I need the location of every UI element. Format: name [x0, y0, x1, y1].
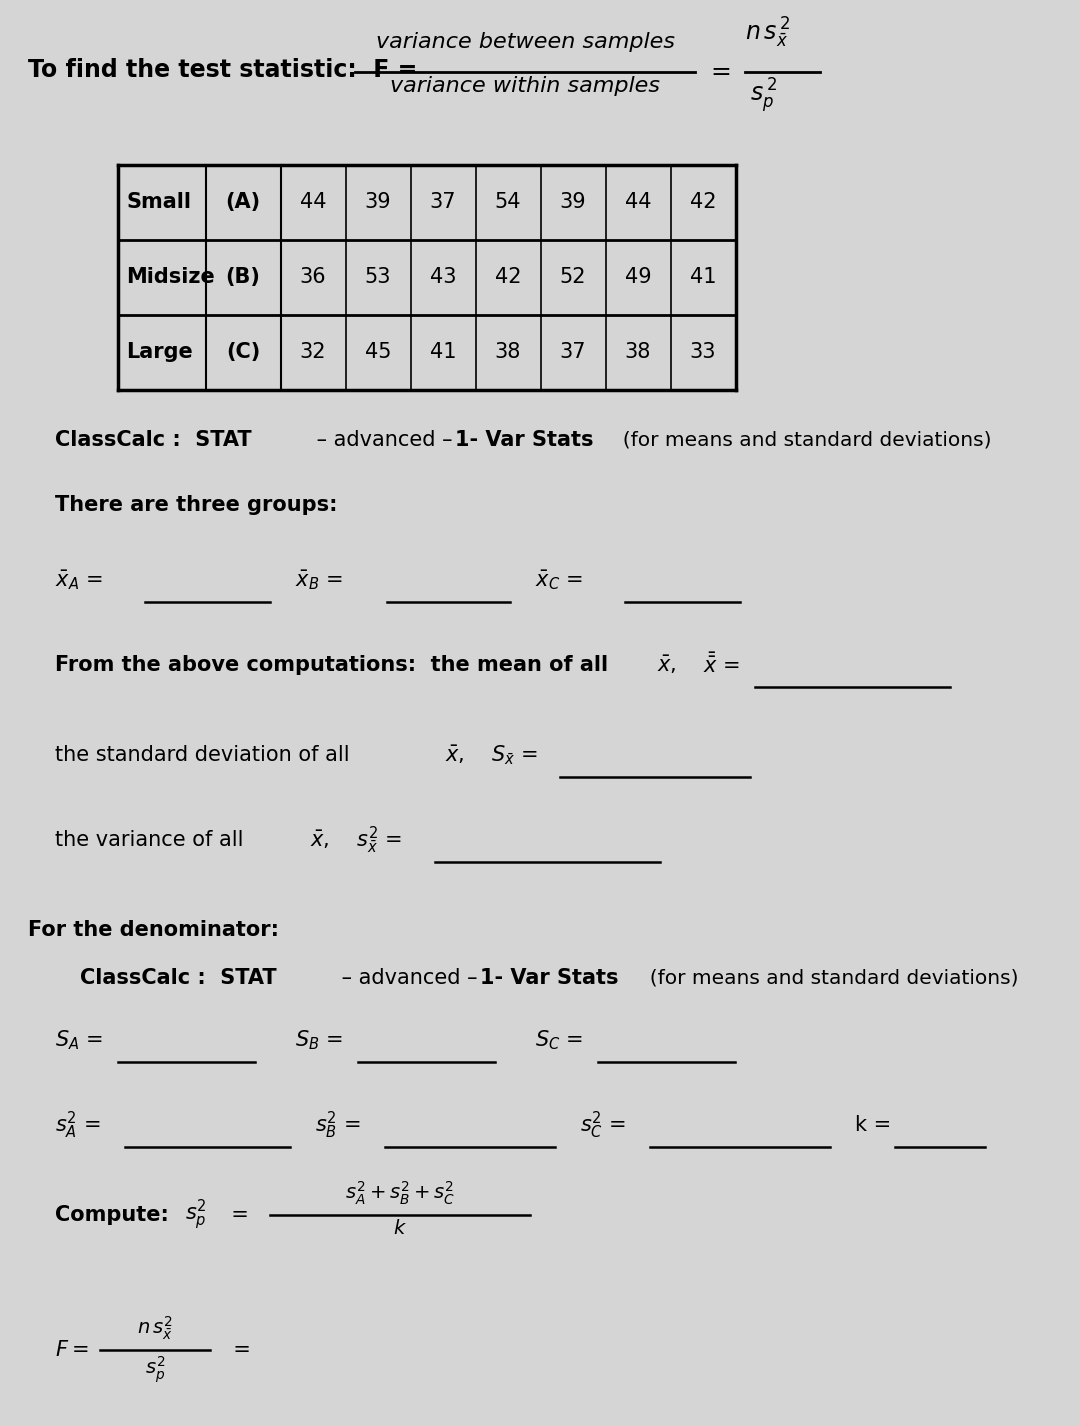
- Text: $\bar{x}_B$ =: $\bar{x}_B$ =: [295, 568, 342, 592]
- Text: $k$: $k$: [393, 1219, 407, 1238]
- Text: k =: k =: [855, 1115, 891, 1135]
- Text: 38: 38: [625, 342, 651, 362]
- Text: 44: 44: [300, 193, 326, 212]
- Text: =: =: [710, 60, 731, 84]
- Text: $\bar{x}_A$ =: $\bar{x}_A$ =: [55, 568, 103, 592]
- Text: $\bar{x}_C$ =: $\bar{x}_C$ =: [535, 568, 583, 592]
- Text: 37: 37: [430, 193, 456, 212]
- Text: (B): (B): [226, 267, 260, 287]
- Text: – advanced –: – advanced –: [310, 431, 459, 451]
- Text: From the above computations:  the mean of all: From the above computations: the mean of…: [55, 655, 623, 674]
- Text: Large: Large: [126, 342, 192, 362]
- Text: – advanced –: – advanced –: [335, 968, 484, 988]
- Text: $S_C$ =: $S_C$ =: [535, 1028, 583, 1052]
- Text: 52: 52: [559, 267, 586, 287]
- Text: To find the test statistic:  F =: To find the test statistic: F =: [28, 58, 417, 83]
- Text: 43: 43: [430, 267, 456, 287]
- Text: 1- Var Stats: 1- Var Stats: [455, 431, 594, 451]
- Text: ClassCalc :  STAT: ClassCalc : STAT: [55, 431, 252, 451]
- Text: (for means and standard deviations): (for means and standard deviations): [610, 431, 991, 449]
- Text: $s_p^{2}$: $s_p^{2}$: [185, 1198, 206, 1232]
- Text: 33: 33: [690, 342, 716, 362]
- Text: $S_A$ =: $S_A$ =: [55, 1028, 103, 1052]
- Text: $s_B^{2}$ =: $s_B^{2}$ =: [315, 1109, 361, 1141]
- Text: 49: 49: [624, 267, 651, 287]
- Text: $n\,s_{\bar{x}}^{2}$: $n\,s_{\bar{x}}^{2}$: [137, 1315, 173, 1342]
- Text: $s_p^{2}$: $s_p^{2}$: [145, 1355, 165, 1385]
- Text: $s_C^{2}$ =: $s_C^{2}$ =: [580, 1109, 625, 1141]
- Text: 36: 36: [299, 267, 326, 287]
- Text: 53: 53: [365, 267, 391, 287]
- Text: 54: 54: [495, 193, 522, 212]
- Text: variance between samples: variance between samples: [376, 31, 675, 51]
- Text: 41: 41: [690, 267, 716, 287]
- Text: There are three groups:: There are three groups:: [55, 495, 337, 515]
- Text: 1- Var Stats: 1- Var Stats: [480, 968, 619, 988]
- Text: =: =: [220, 1340, 251, 1360]
- Text: 42: 42: [690, 193, 716, 212]
- Text: $\bar{x}$,: $\bar{x}$,: [445, 744, 464, 766]
- Text: =: =: [218, 1205, 248, 1225]
- Text: 42: 42: [495, 267, 522, 287]
- Text: $F = $: $F = $: [55, 1340, 89, 1360]
- Text: $\bar{\bar{x}}$ =: $\bar{\bar{x}}$ =: [690, 653, 740, 677]
- Text: $s_A^{2} + s_B^{2} + s_C^{2}$: $s_A^{2} + s_B^{2} + s_C^{2}$: [345, 1179, 455, 1206]
- Text: 38: 38: [495, 342, 522, 362]
- Text: $s_A^{2}$ =: $s_A^{2}$ =: [55, 1109, 100, 1141]
- Text: $s_{p}^{\,2}$: $s_{p}^{\,2}$: [750, 76, 777, 114]
- Text: 37: 37: [559, 342, 586, 362]
- Text: the standard deviation of all: the standard deviation of all: [55, 744, 363, 764]
- Text: $S_B$ =: $S_B$ =: [295, 1028, 342, 1052]
- Text: (A): (A): [226, 193, 260, 212]
- Text: $n\,s_{\bar{x}}^{\,2}$: $n\,s_{\bar{x}}^{\,2}$: [745, 16, 791, 50]
- Text: 41: 41: [430, 342, 456, 362]
- Text: For the denominator:: For the denominator:: [28, 920, 279, 940]
- Text: 32: 32: [300, 342, 326, 362]
- Text: Midsize: Midsize: [126, 267, 215, 287]
- Text: $\bar{x}$,: $\bar{x}$,: [310, 829, 329, 851]
- Text: ClassCalc :  STAT: ClassCalc : STAT: [80, 968, 276, 988]
- Text: 45: 45: [365, 342, 391, 362]
- Text: Compute:: Compute:: [55, 1205, 176, 1225]
- Text: (C): (C): [226, 342, 260, 362]
- Text: $S_{\bar{x}}$ =: $S_{\bar{x}}$ =: [478, 743, 538, 767]
- Text: $\bar{x}$,: $\bar{x}$,: [657, 655, 676, 676]
- Text: Small: Small: [126, 193, 191, 212]
- Text: the variance of all: the variance of all: [55, 830, 257, 850]
- Text: 39: 39: [559, 193, 586, 212]
- Text: 39: 39: [365, 193, 391, 212]
- Text: 44: 44: [624, 193, 651, 212]
- Text: variance within samples: variance within samples: [390, 76, 660, 96]
- Text: $s_{\bar{x}}^{2}$ =: $s_{\bar{x}}^{2}$ =: [343, 824, 402, 856]
- Text: (for means and standard deviations): (for means and standard deviations): [637, 968, 1018, 987]
